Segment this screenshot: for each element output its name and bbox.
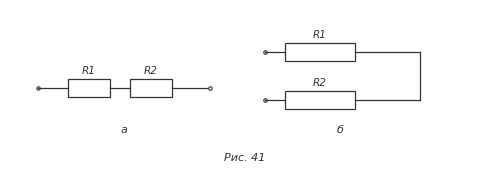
FancyBboxPatch shape: [68, 79, 110, 97]
Text: Рис. 41: Рис. 41: [224, 153, 266, 163]
FancyBboxPatch shape: [130, 79, 172, 97]
Text: R2: R2: [313, 78, 327, 88]
FancyBboxPatch shape: [285, 91, 355, 109]
Text: а: а: [120, 125, 128, 135]
Text: R1: R1: [82, 66, 96, 76]
Text: б: б: [336, 125, 344, 135]
Text: R1: R1: [313, 30, 327, 40]
Text: R2: R2: [144, 66, 158, 76]
FancyBboxPatch shape: [285, 43, 355, 61]
